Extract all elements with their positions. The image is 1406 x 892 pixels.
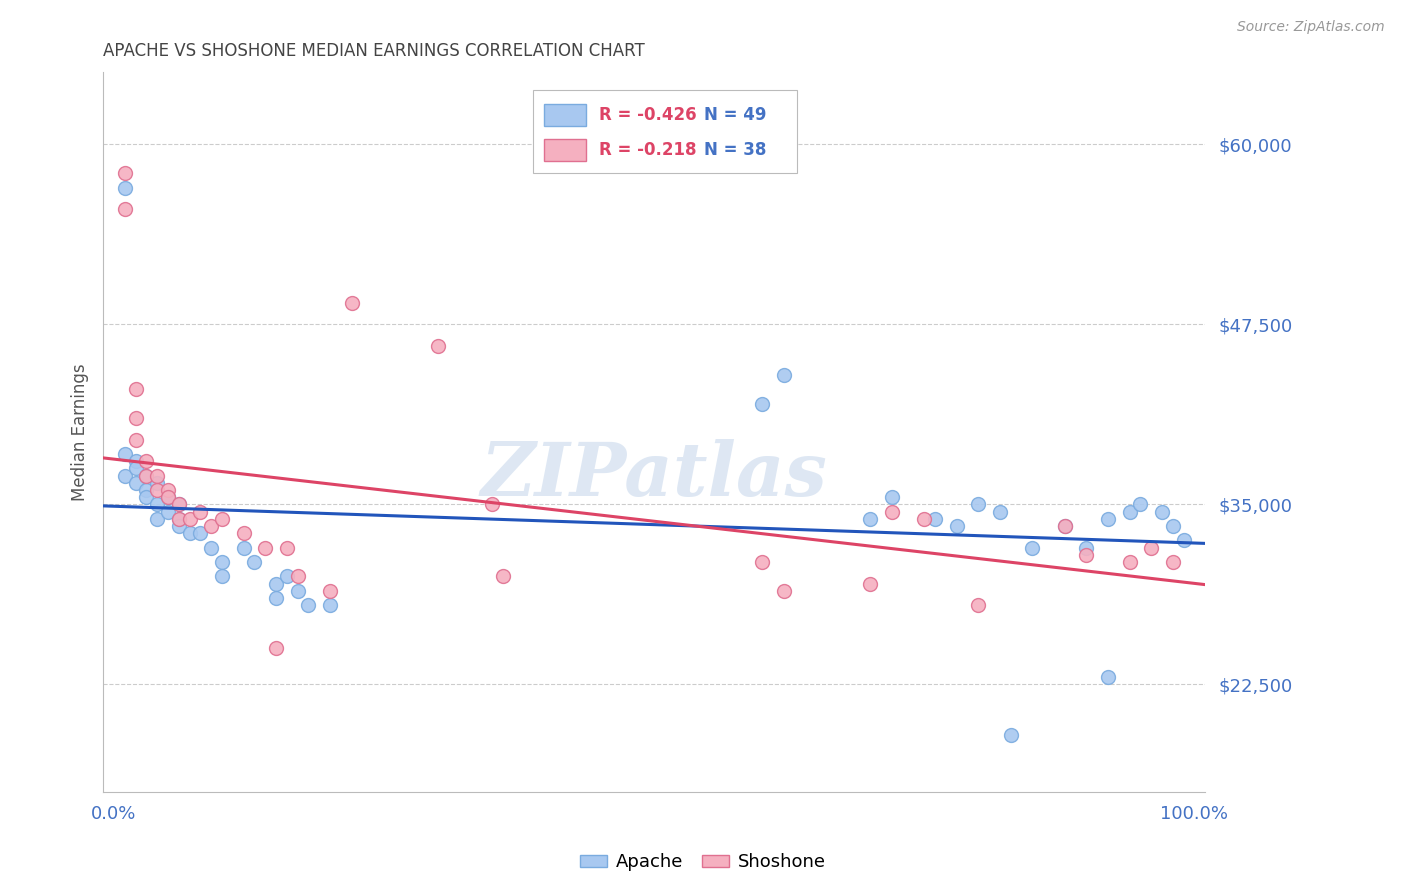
Point [1076, 548, 1098, 562]
Point [1173, 533, 1195, 548]
Point [167, 519, 190, 533]
Point [156, 504, 179, 518]
Point [1129, 497, 1152, 511]
Text: R = -0.426: R = -0.426 [599, 106, 696, 124]
Point [146, 468, 169, 483]
Point [1150, 504, 1173, 518]
Point [167, 512, 190, 526]
Point [427, 339, 450, 353]
Point [179, 512, 201, 526]
Point [190, 504, 212, 518]
Point [1140, 541, 1163, 555]
Point [772, 583, 794, 598]
Point [988, 504, 1011, 518]
Point [1161, 555, 1184, 569]
Point [200, 541, 222, 555]
Point [179, 526, 201, 541]
Text: ZIPatlas: ZIPatlas [481, 439, 828, 512]
Point [1000, 728, 1022, 742]
Point [276, 569, 298, 583]
Point [114, 166, 136, 180]
Point [945, 519, 967, 533]
Point [1053, 519, 1076, 533]
Text: Source: ZipAtlas.com: Source: ZipAtlas.com [1237, 20, 1385, 34]
Point [124, 475, 146, 490]
Point [146, 475, 169, 490]
Point [967, 598, 990, 612]
Point [124, 433, 146, 447]
Point [135, 468, 157, 483]
Point [135, 454, 157, 468]
Point [1076, 541, 1098, 555]
Point [243, 555, 266, 569]
FancyBboxPatch shape [533, 90, 797, 173]
Point [1118, 504, 1140, 518]
Point [287, 569, 309, 583]
Point [156, 490, 179, 504]
Text: R = -0.218: R = -0.218 [599, 141, 696, 159]
Point [859, 576, 882, 591]
Point [880, 490, 903, 504]
Point [114, 447, 136, 461]
Point [880, 504, 903, 518]
Text: N = 49: N = 49 [704, 106, 766, 124]
Point [124, 454, 146, 468]
Point [156, 490, 179, 504]
Point [135, 468, 157, 483]
Point [319, 598, 342, 612]
Point [211, 512, 233, 526]
Point [264, 641, 287, 656]
Point [1161, 519, 1184, 533]
Point [319, 583, 342, 598]
Point [481, 497, 503, 511]
Point [190, 526, 212, 541]
Point [859, 512, 882, 526]
Point [146, 512, 169, 526]
Point [114, 180, 136, 194]
Point [772, 368, 794, 382]
Point [211, 555, 233, 569]
Point [146, 483, 169, 497]
Point [1053, 519, 1076, 533]
Point [232, 541, 254, 555]
Point [167, 512, 190, 526]
Point [1097, 670, 1119, 684]
Point [924, 512, 946, 526]
Point [232, 526, 254, 541]
Point [751, 555, 773, 569]
Point [912, 512, 935, 526]
Point [114, 202, 136, 217]
Point [287, 583, 309, 598]
Point [264, 576, 287, 591]
Text: N = 38: N = 38 [704, 141, 766, 159]
Point [1118, 555, 1140, 569]
Point [114, 468, 136, 483]
Point [146, 497, 169, 511]
Point [751, 396, 773, 410]
Legend: Apache, Shoshone: Apache, Shoshone [574, 847, 832, 879]
Point [264, 591, 287, 605]
Point [200, 519, 222, 533]
Point [124, 411, 146, 425]
Point [124, 461, 146, 475]
Point [967, 497, 990, 511]
Point [340, 295, 363, 310]
Y-axis label: Median Earnings: Median Earnings [72, 364, 89, 501]
Point [156, 483, 179, 497]
Point [211, 569, 233, 583]
Point [1021, 541, 1043, 555]
Point [167, 497, 190, 511]
Bar [544, 139, 586, 161]
Point [492, 569, 515, 583]
Point [1097, 512, 1119, 526]
Point [297, 598, 319, 612]
Point [276, 541, 298, 555]
Bar [544, 104, 586, 126]
Point [135, 483, 157, 497]
Point [254, 541, 277, 555]
Point [167, 497, 190, 511]
Text: APACHE VS SHOSHONE MEDIAN EARNINGS CORRELATION CHART: APACHE VS SHOSHONE MEDIAN EARNINGS CORRE… [103, 42, 645, 60]
Point [135, 490, 157, 504]
Point [124, 382, 146, 396]
